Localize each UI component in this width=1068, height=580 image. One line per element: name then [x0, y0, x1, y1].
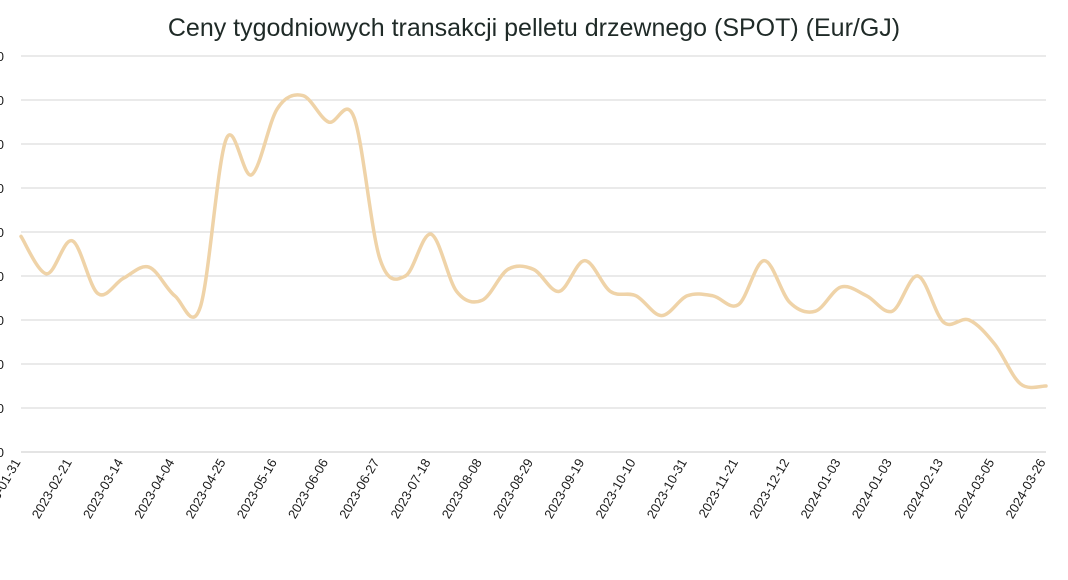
y-tick-label: 0: [0, 445, 4, 460]
x-tick-label: 2023-02-21: [29, 456, 75, 521]
x-tick-label: 2023-03-14: [80, 456, 126, 521]
grid-lines: [21, 55, 1046, 453]
x-tick-label: 2023-11-21: [695, 456, 741, 520]
y-tick-label: 0: [0, 93, 4, 108]
x-tick-label: 2023-01-31: [0, 456, 24, 521]
x-tick-label: 2023-04-04: [131, 456, 177, 521]
y-tick-label: 0: [0, 137, 4, 152]
series-line: [19, 93, 1048, 390]
x-tick-label: 2023-08-29: [490, 456, 536, 521]
x-tick-label: 2024-01-03: [797, 456, 843, 521]
y-tick-label: 0: [0, 225, 4, 240]
x-tick-label: 2023-05-16: [234, 456, 280, 521]
x-tick-label: 2023-06-06: [285, 456, 331, 521]
x-tick-label: 2023-06-27: [336, 456, 382, 521]
y-tick-label: 0: [0, 49, 4, 64]
chart-title: Ceny tygodniowych transakcji pelletu drz…: [167, 14, 901, 42]
x-tick-label: 2024-03-26: [1002, 456, 1048, 521]
x-tick-label: 2023-04-25: [182, 456, 228, 521]
x-tick-label: 2024-03-05: [951, 456, 997, 521]
x-tick-label: 2023-08-08: [439, 456, 485, 521]
y-tick-label: 0: [0, 357, 4, 372]
series-lines: [19, 93, 1048, 390]
x-tick-label: 2023-10-10: [592, 456, 638, 521]
y-tick-label: 0: [0, 181, 4, 196]
x-tick-label: 2023-12-12: [746, 456, 792, 521]
x-axis-ticks: 2023-01-31 2023-02-21 2023-03-14 2023-04-04…: [0, 456, 1049, 521]
x-tick-label: 2023-10-31: [644, 456, 690, 521]
y-tick-label: 0: [0, 269, 4, 284]
y-tick-label: 0: [0, 313, 4, 328]
y-axis-ticks: 0 0 0 0 0 0 0 0 0 0: [0, 49, 4, 460]
x-tick-label: 2023-09-19: [541, 456, 587, 521]
x-tick-label: 2024-01-03: [849, 456, 895, 521]
x-tick-label: 2023-07-18: [387, 456, 433, 521]
x-tick-label: 2024-02-13: [900, 456, 946, 521]
y-tick-label: 0: [0, 401, 4, 416]
